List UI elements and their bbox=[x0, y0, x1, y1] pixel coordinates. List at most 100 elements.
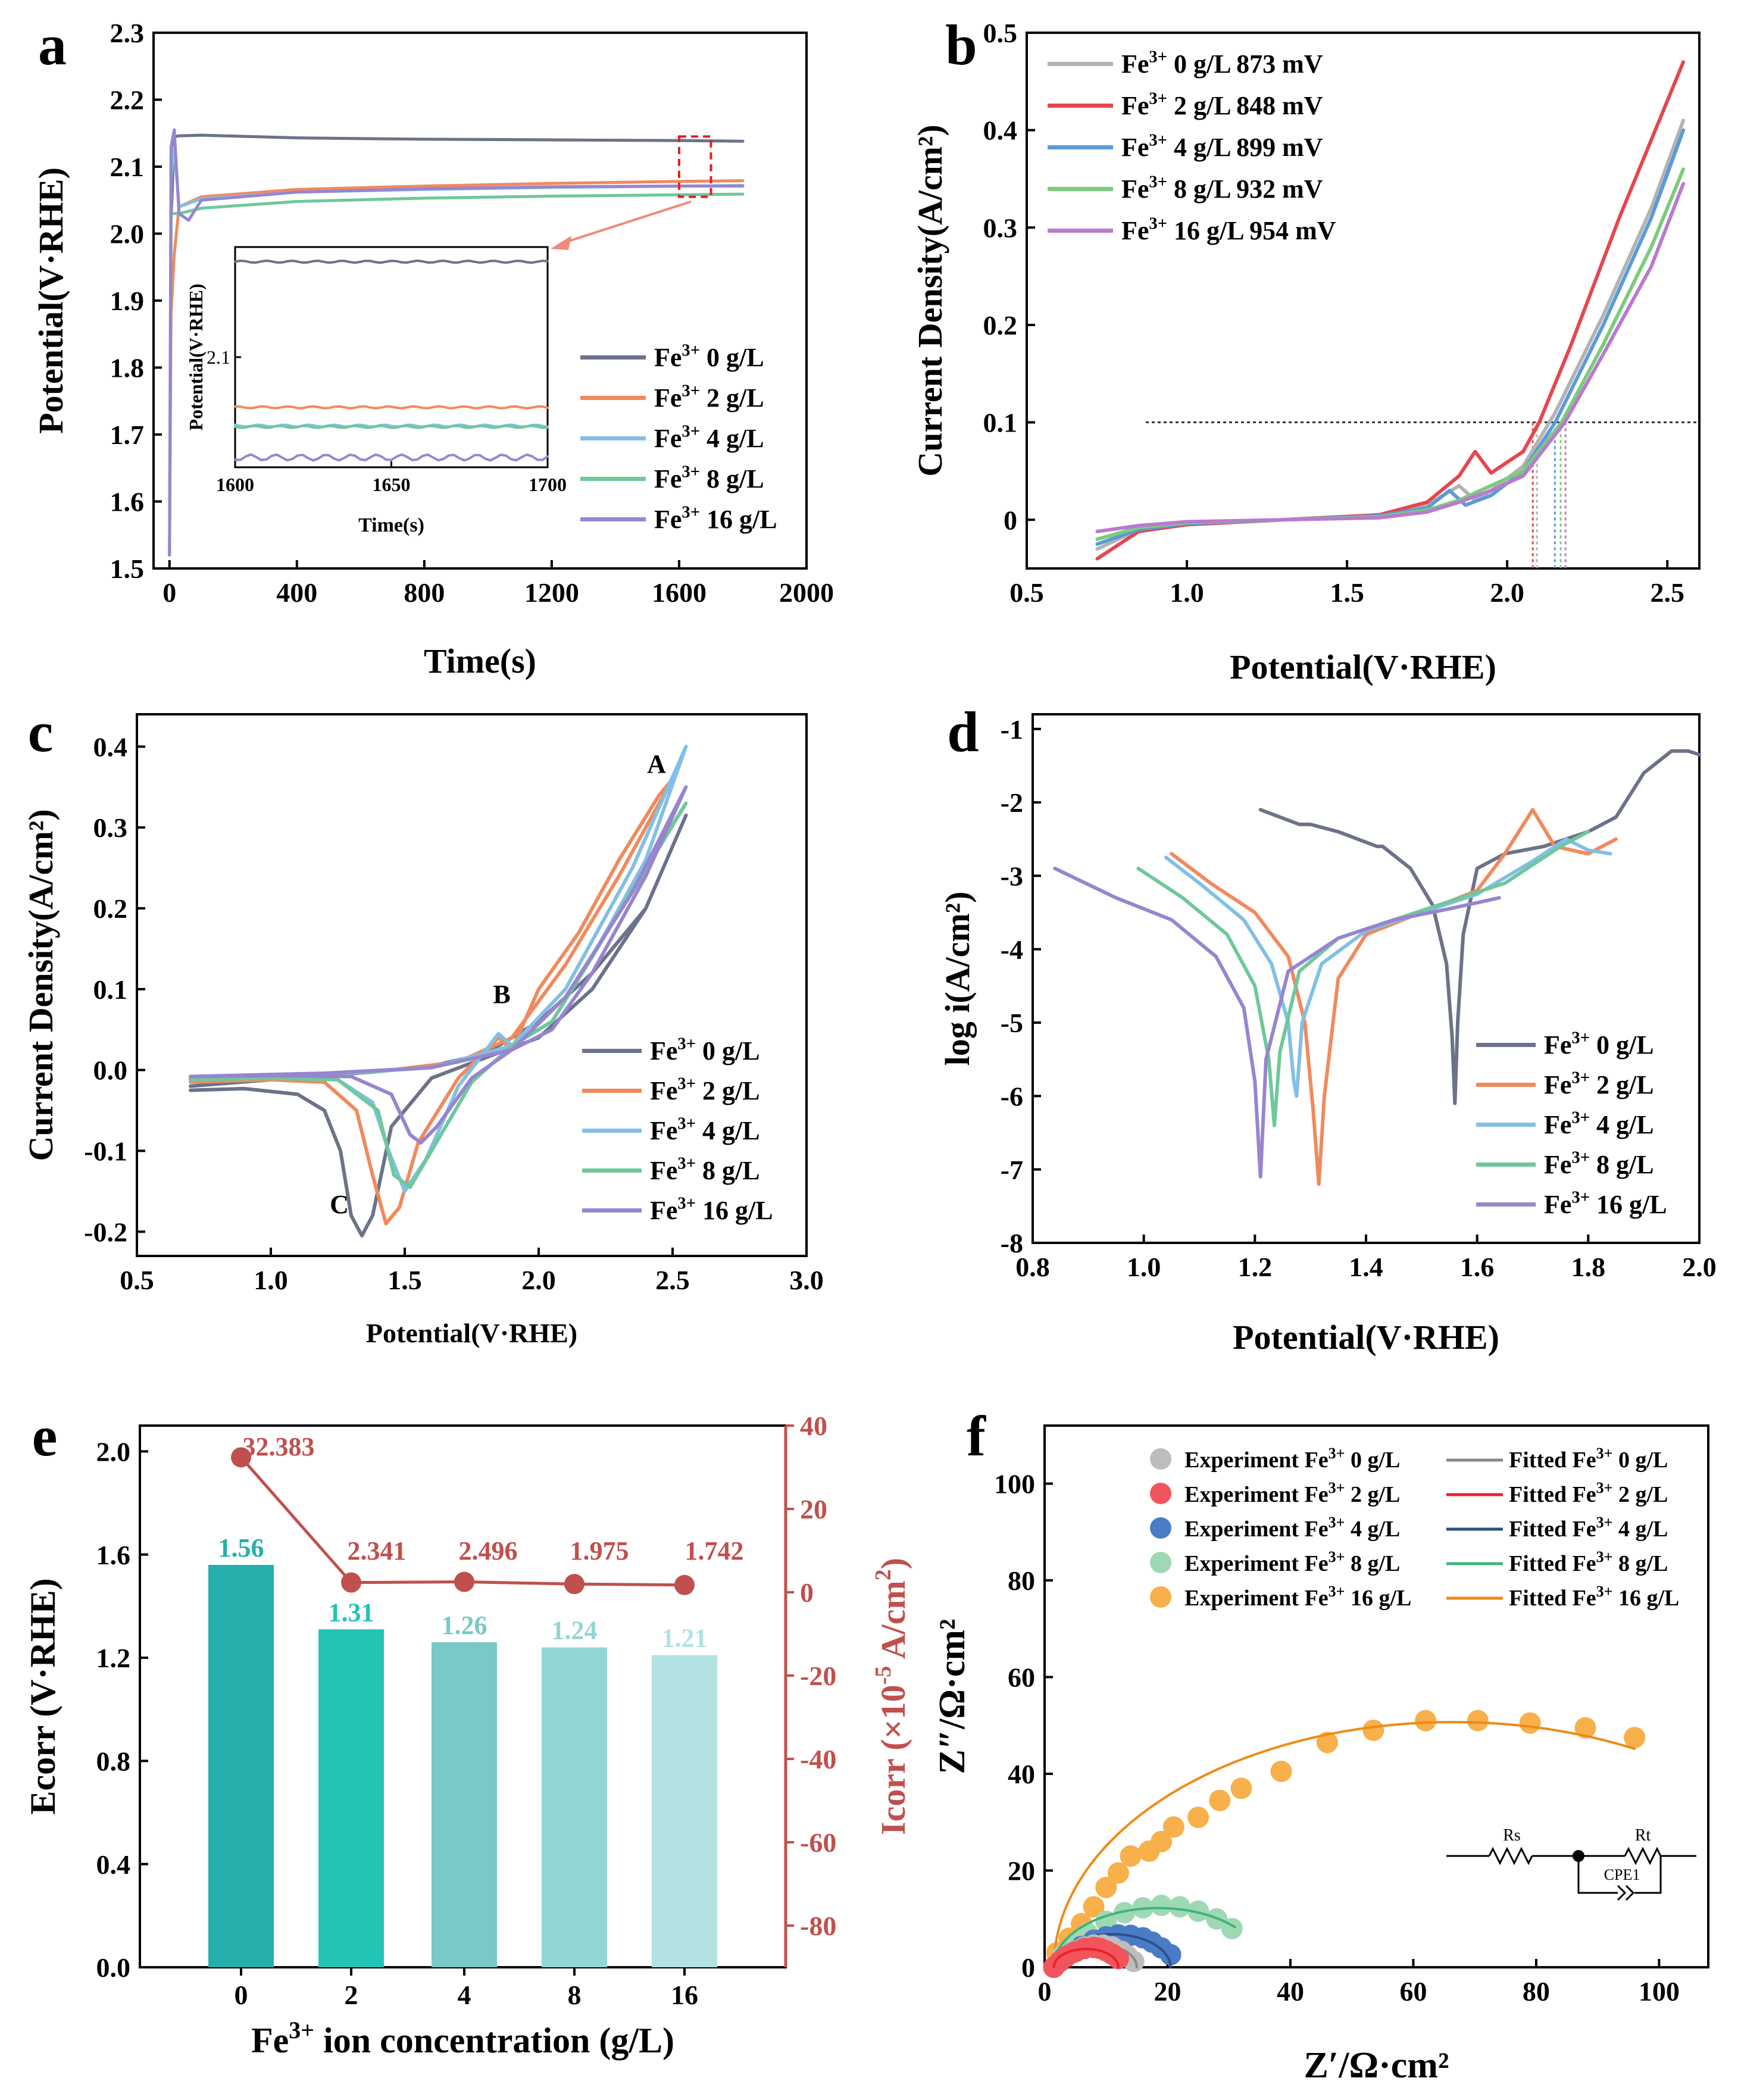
panel-c-legend-sup-0: 3+ bbox=[677, 1035, 696, 1053]
panel-e-y2-title-end: ) bbox=[874, 1558, 912, 1569]
panel-a-series-3 bbox=[168, 192, 745, 557]
panel-a-inset-ytick-label-0: 2.1 bbox=[207, 346, 230, 368]
panel-a-inset-series-1 bbox=[234, 405, 549, 410]
panel-b-legend-conc-1: 2 g/L 848 mV bbox=[1167, 91, 1323, 120]
panel-d-xtick-label-6: 2.0 bbox=[1682, 1252, 1717, 1282]
panel-f-point-3-7 bbox=[1151, 1895, 1173, 1916]
panel-a-ytick-label-6: 2.1 bbox=[110, 152, 145, 182]
panel-c-legend-label-0: Fe3+ 0 g/L bbox=[650, 1035, 760, 1065]
panel-c-legend-sup-2: 3+ bbox=[677, 1114, 696, 1133]
panel-a-xtick-label-3: 1200 bbox=[524, 577, 579, 608]
panel-e-bar-label-8: 1.24 bbox=[552, 1616, 598, 1645]
panel-b-legend-ion-4: Fe bbox=[1121, 216, 1149, 245]
panel-c-x-axis-title: Potential(V·RHE) bbox=[366, 1318, 577, 1348]
panel-b-ytick-label-3: 0.3 bbox=[983, 212, 1018, 243]
panel-a-legend-label-2: Fe3+ 4 g/L bbox=[654, 422, 764, 453]
panel-f-legend-fit-sup-3: 3+ bbox=[1596, 1548, 1613, 1565]
panel-b-legend-conc-0: 0 g/L 873 mV bbox=[1167, 49, 1323, 79]
panel-b-letter: b bbox=[945, 13, 977, 77]
panel-f-ytick-label-0: 0 bbox=[1021, 1952, 1035, 1983]
panel-f-legend-fit-text-1: Fitted Fe bbox=[1509, 1482, 1596, 1507]
panel-d-legend-conc-3: 8 g/L bbox=[1590, 1150, 1654, 1179]
panel-b-legend-ion-3: Fe bbox=[1121, 174, 1149, 204]
panel-f-legend-exp-text-2: Experiment Fe bbox=[1184, 1517, 1329, 1542]
panel-a-series-1 bbox=[168, 179, 745, 557]
panel-a-xtick-label-2: 800 bbox=[404, 577, 445, 608]
panel-f-legend-marker-0 bbox=[1150, 1448, 1171, 1470]
panel-c-ytick-label-4: 0.2 bbox=[93, 893, 128, 924]
panel-a-legend-sup-3: 3+ bbox=[682, 462, 700, 481]
panel-a-inset-xtick-label-2: 1700 bbox=[529, 474, 567, 495]
panel-a-xtick-label-1: 400 bbox=[276, 577, 317, 608]
panel-a-inset-y-axis-title: Potential(V·RHE) bbox=[185, 283, 207, 430]
panel-e-y2tick-label-5: 20 bbox=[800, 1494, 827, 1524]
panel-e-y2tick-label-1: -60 bbox=[800, 1827, 836, 1858]
panel-d-series-0 bbox=[1258, 749, 1701, 1105]
panel-f-legend-marker-1 bbox=[1150, 1483, 1171, 1504]
panel-d-legend-ion-0: Fe bbox=[1544, 1030, 1571, 1060]
panel-f-legend-exp-0: Experiment Fe3+ 0 g/L bbox=[1184, 1445, 1400, 1473]
panel-b-legend-sup-0: 3+ bbox=[1149, 48, 1167, 66]
panel-c-legend-sup-3: 3+ bbox=[677, 1154, 696, 1173]
panel-b-legend-sup-3: 3+ bbox=[1149, 173, 1167, 191]
panel-e-x-axis-title: Fe3+ ion concentration (g/L) bbox=[251, 2017, 674, 2060]
panel-f-legend-fit-text-4: Fitted Fe bbox=[1509, 1586, 1596, 1611]
panel-f-fit-1 bbox=[1052, 1948, 1120, 1968]
panel-a-inset-xtick-label-0: 1600 bbox=[216, 474, 254, 495]
panel-f-point-4-14 bbox=[1316, 1732, 1338, 1754]
panel-f-legend-exp-2: Experiment Fe3+ 4 g/L bbox=[1184, 1514, 1400, 1542]
panel-d-legend-conc-4: 16 g/L bbox=[1590, 1190, 1667, 1219]
panel-f-circuit-label-rt: Rt bbox=[1635, 1826, 1651, 1845]
panel-d-ytick-label-5: -3 bbox=[1001, 861, 1023, 891]
panel-c-legend-ion-1: Fe bbox=[650, 1076, 677, 1105]
panel-a-legend-conc-2: 4 g/L bbox=[700, 424, 764, 453]
panel-f-point-3-4 bbox=[1095, 1910, 1117, 1932]
panel-f-legend-fit-conc-4: 16 g/L bbox=[1612, 1586, 1679, 1611]
panel-e-y2-title-sup: -5 bbox=[871, 1666, 896, 1685]
panel-f-point-2-11 bbox=[1159, 1943, 1181, 1965]
panel-e-icorr-marker-16 bbox=[674, 1574, 695, 1595]
panel-f-legend-fit-sup-2: 3+ bbox=[1596, 1514, 1613, 1531]
panel-b-ytick-label-1: 0.1 bbox=[983, 408, 1018, 438]
panel-f-legend-fit-conc-2: 4 g/L bbox=[1612, 1517, 1668, 1542]
panel-d-series-3 bbox=[1136, 830, 1590, 1127]
panel-a-legend-ion-4: Fe bbox=[654, 505, 682, 534]
panel-a-legend-ion-1: Fe bbox=[654, 383, 682, 412]
panel-b-legend-conc-3: 8 g/L 932 mV bbox=[1167, 174, 1323, 204]
panel-d-y-axis-title: log i(A/cm²) bbox=[938, 892, 977, 1066]
panel-e-y2-axis-title: Icorr (×10-5 A/cm2) bbox=[871, 1558, 912, 1835]
panel-f-legend-fit-4: Fitted Fe3+ 16 g/L bbox=[1509, 1583, 1679, 1611]
panel-f-circuit-label-rs: Rs bbox=[1503, 1826, 1521, 1845]
panel-f-legend-fit-text-0: Fitted Fe bbox=[1509, 1448, 1596, 1473]
panel-f-legend-fit-conc-3: 8 g/L bbox=[1612, 1551, 1668, 1576]
panel-a-inset-area bbox=[234, 246, 549, 468]
panel-b-ytick-label-4: 0.4 bbox=[983, 115, 1018, 146]
panel-a-legend-conc-0: 0 g/L bbox=[700, 343, 764, 372]
panel-d-legend-conc-1: 2 g/L bbox=[1590, 1070, 1654, 1099]
panel-b-xtick-label-2: 1.5 bbox=[1330, 577, 1364, 608]
panel-f-legend-fit-sup-0: 3+ bbox=[1596, 1445, 1613, 1462]
panel-a-legend-label-3: Fe3+ 8 g/L bbox=[654, 462, 764, 493]
panel-a-legend-label-0: Fe3+ 0 g/L bbox=[654, 341, 764, 372]
panel-d-legend-conc-0: 0 g/L bbox=[1590, 1030, 1654, 1060]
panel-a-inset-series-2 bbox=[234, 423, 549, 428]
panel-e-y2tick-label-4: 0 bbox=[800, 1577, 814, 1608]
panel-f-point-4-9 bbox=[1162, 1816, 1184, 1838]
panel-f-point-4-4 bbox=[1095, 1876, 1117, 1898]
panel-e-icorr-label-0: 32.383 bbox=[243, 1432, 315, 1461]
panel-e-icorr-marker-8 bbox=[564, 1574, 584, 1595]
panel-f-point-4-8 bbox=[1151, 1830, 1173, 1852]
panel-d-legend-ion-4: Fe bbox=[1544, 1190, 1571, 1219]
panel-f-xtick-label-2: 40 bbox=[1277, 1976, 1304, 2007]
panel-c-xtick-label-4: 2.5 bbox=[655, 1265, 690, 1295]
panel-a-ytick-label-1: 1.6 bbox=[110, 487, 145, 517]
panel-d-legend-sup-1: 3+ bbox=[1571, 1068, 1590, 1087]
panel-e-y2tick-label-3: -20 bbox=[800, 1661, 836, 1691]
panel-d-series-4 bbox=[1053, 867, 1501, 1179]
panel-f-legend-fit-text-3: Fitted Fe bbox=[1509, 1551, 1596, 1576]
panel-c-ytick-label-2: 0.0 bbox=[93, 1055, 128, 1086]
panel-b-ytick-label-0: 0 bbox=[1004, 505, 1017, 535]
panel-d-ytick-label-2: -6 bbox=[1001, 1081, 1023, 1111]
panel-e-bar-label-0: 1.56 bbox=[218, 1533, 264, 1562]
panel-d-xtick-label-2: 1.2 bbox=[1238, 1252, 1273, 1282]
